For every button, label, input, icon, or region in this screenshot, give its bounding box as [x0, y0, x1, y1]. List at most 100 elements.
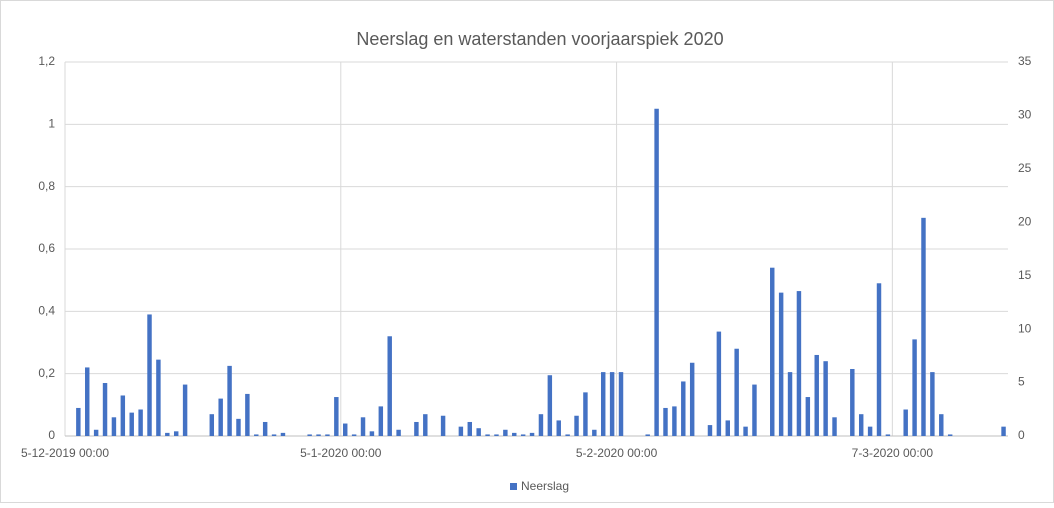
y-tick-label: 0 — [48, 428, 55, 442]
bar — [387, 336, 392, 436]
bar — [476, 428, 481, 436]
x-tick-label: 5-1-2020 00:00 — [300, 446, 382, 460]
bar — [930, 372, 935, 436]
bar — [262, 421, 268, 436]
bar — [592, 429, 597, 436]
y2-tick-label: 15 — [1018, 268, 1032, 282]
bar — [876, 283, 882, 436]
bar — [743, 426, 748, 436]
bar — [280, 432, 286, 436]
legend-swatch — [510, 483, 517, 490]
bar — [538, 414, 544, 436]
bar — [583, 392, 588, 436]
bar — [939, 414, 944, 436]
bar — [520, 434, 526, 436]
bar — [600, 372, 606, 436]
bar — [556, 420, 561, 436]
bar — [787, 372, 793, 436]
bar — [645, 434, 650, 436]
bar — [663, 407, 668, 436]
bar — [182, 384, 188, 436]
y2-tick-label: 25 — [1018, 161, 1032, 175]
y2-tick-label: 20 — [1018, 214, 1032, 228]
bar — [734, 348, 739, 436]
y-tick-label: 1,2 — [38, 54, 55, 68]
bar — [227, 365, 232, 436]
bar — [921, 217, 926, 436]
bar — [681, 381, 686, 436]
bar — [218, 398, 223, 436]
y2-tick-label: 10 — [1018, 321, 1032, 335]
y-tick-label: 0,6 — [38, 241, 55, 255]
bar — [823, 361, 828, 436]
bar — [120, 395, 126, 436]
bar — [716, 331, 722, 436]
x-tick-label: 5-2-2020 00:00 — [576, 446, 658, 460]
bar — [396, 429, 401, 436]
bar — [805, 397, 811, 436]
bar — [494, 434, 499, 436]
y-tick-label: 0,4 — [38, 304, 55, 318]
bar — [147, 314, 152, 436]
y2-tick-label: 35 — [1018, 54, 1032, 68]
bar — [271, 434, 277, 436]
bar — [76, 407, 81, 436]
y-tick-label: 1 — [48, 117, 55, 131]
bar — [512, 432, 517, 436]
bar — [947, 434, 953, 436]
y-tick-label: 0,2 — [38, 366, 55, 380]
bar — [796, 291, 802, 436]
bar — [574, 415, 579, 436]
bar — [360, 417, 366, 436]
bar — [850, 368, 855, 436]
bar — [485, 434, 490, 436]
bar — [903, 409, 908, 436]
bar — [334, 397, 339, 436]
bar — [138, 409, 143, 436]
bar — [165, 432, 170, 436]
bar — [503, 429, 508, 436]
bar — [725, 420, 730, 436]
bar — [236, 418, 241, 436]
bar — [85, 367, 90, 436]
bar — [307, 434, 312, 436]
bar — [254, 434, 259, 436]
y-tick-label: 0,8 — [38, 179, 55, 193]
y2-tick-label: 0 — [1018, 428, 1025, 442]
bar — [565, 434, 570, 436]
bar — [912, 339, 917, 436]
bar — [423, 414, 428, 436]
bar — [858, 414, 864, 436]
bar — [672, 406, 677, 436]
bar — [885, 434, 891, 436]
bar — [325, 434, 330, 436]
bar — [618, 372, 624, 436]
bar — [369, 431, 375, 436]
bar — [654, 108, 659, 436]
bar — [156, 359, 161, 436]
bar — [102, 383, 108, 436]
legend-label: Neerslag — [521, 479, 569, 493]
bar — [209, 414, 215, 436]
bar — [832, 417, 837, 436]
bar — [814, 354, 819, 436]
bar — [93, 429, 99, 436]
bar — [689, 362, 695, 436]
x-tick-label: 5-12-2019 00:00 — [21, 446, 109, 460]
bar — [707, 425, 713, 436]
bar — [343, 423, 348, 436]
chart-title: Neerslag en waterstanden voorjaarspiek 2… — [356, 29, 723, 49]
bar — [467, 421, 473, 436]
bar — [245, 393, 250, 436]
bar — [547, 375, 553, 436]
bar — [867, 426, 873, 436]
y2-tick-label: 30 — [1018, 108, 1032, 122]
bar — [778, 292, 784, 436]
bar — [529, 432, 535, 436]
bar — [378, 406, 384, 436]
x-tick-label: 7-3-2020 00:00 — [852, 446, 934, 460]
bar — [458, 426, 464, 436]
bar — [316, 434, 321, 436]
y2-tick-label: 5 — [1018, 375, 1025, 389]
